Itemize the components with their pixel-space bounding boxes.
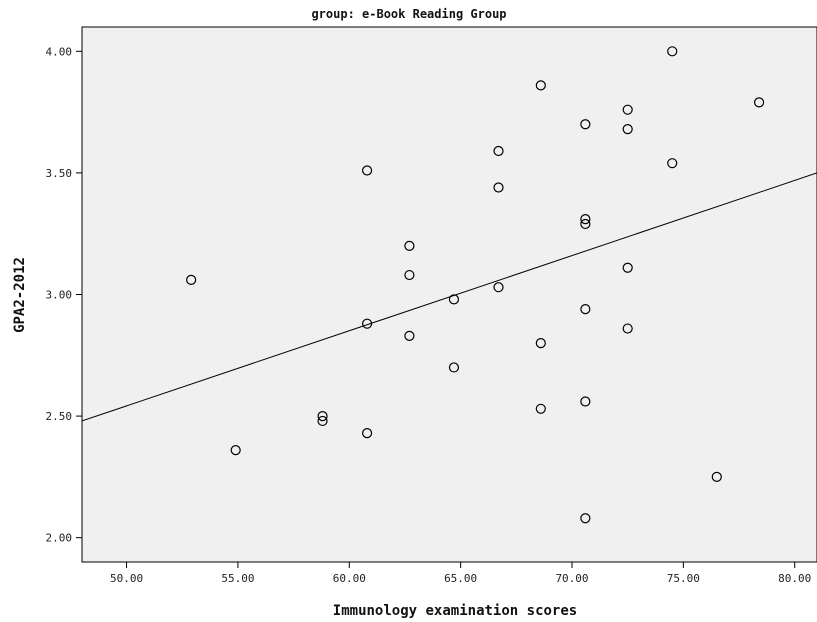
- data-point: [580, 513, 591, 524]
- data-point: [448, 362, 460, 373]
- data-point: [404, 240, 415, 251]
- data-point: [493, 182, 504, 193]
- data-point: [711, 471, 722, 482]
- y-axis: 2.00 2.50 3.00 3.50 4.00: [46, 45, 82, 545]
- data-point: [753, 97, 765, 108]
- data-point: [667, 46, 678, 57]
- data-point: [404, 269, 415, 281]
- x-tick-label: 70.00: [555, 572, 588, 585]
- data-point: [361, 428, 373, 439]
- x-axis-title: Immunology examination scores: [333, 603, 577, 619]
- data-point: [535, 338, 546, 349]
- data-points: [186, 46, 765, 524]
- x-tick-label: 60.00: [333, 572, 366, 585]
- x-tick-label: 55.00: [221, 572, 254, 585]
- data-point: [448, 294, 460, 305]
- plot-area: [81, 26, 817, 563]
- y-axis-title: GPA2-2012: [12, 257, 28, 333]
- data-point: [535, 403, 546, 414]
- data-point: [580, 119, 591, 130]
- y-tick-label: 2.00: [46, 532, 73, 545]
- data-point: [622, 104, 633, 115]
- data-point: [493, 145, 504, 157]
- data-point: [317, 410, 328, 422]
- y-tick-label: 3.00: [46, 289, 73, 302]
- data-point: [186, 274, 197, 286]
- data-point: [404, 330, 415, 341]
- data-point: [535, 80, 546, 91]
- data-point: [580, 214, 591, 225]
- x-axis: 50.00 55.00 60.00 65.00 70.00 75.00 80.00: [110, 562, 811, 585]
- data-point: [622, 262, 633, 273]
- data-point: [667, 158, 678, 169]
- y-tick-label: 3.50: [46, 167, 73, 180]
- x-tick-label: 65.00: [444, 572, 477, 585]
- data-point: [230, 445, 241, 456]
- data-point: [622, 124, 633, 135]
- data-point: [580, 396, 591, 407]
- y-tick-label: 2.50: [46, 410, 73, 423]
- x-tick-label: 75.00: [667, 572, 700, 585]
- data-point: [317, 415, 328, 427]
- data-point: [361, 165, 373, 176]
- data-point: [493, 282, 504, 293]
- data-point: [580, 218, 591, 230]
- y-tick-label: 4.00: [46, 45, 73, 58]
- data-point: [361, 318, 373, 329]
- data-point: [622, 323, 633, 334]
- data-point: [580, 303, 591, 315]
- x-tick-label: 50.00: [110, 572, 143, 585]
- chart-title: group: e-Book Reading Group: [311, 7, 506, 21]
- x-tick-label: 80.00: [778, 572, 811, 585]
